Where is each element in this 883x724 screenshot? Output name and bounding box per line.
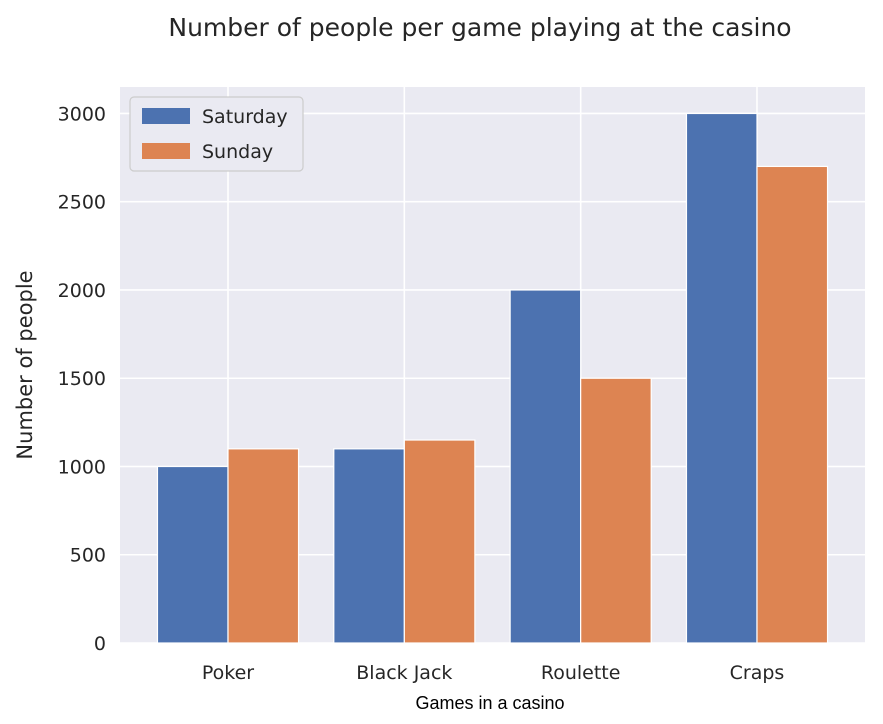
y-tick-label: 2500 [58,192,106,214]
legend-swatch-saturday [142,108,190,124]
y-tick-labels: 0 500 1000 1500 2000 2500 3000 [58,103,106,655]
y-tick-label: 3000 [58,103,106,125]
y-tick-label: 1500 [58,368,106,390]
x-tick-label: Roulette [541,662,621,684]
chart-title: Number of people per game playing at the… [168,13,791,42]
x-axis-label: Games in a casino [415,693,564,713]
bar-sunday-craps [756,165,829,644]
x-tick-label: Poker [202,662,254,684]
legend: Saturday Sunday [129,96,304,172]
legend-swatch-sunday [142,143,190,159]
bar-saturday-roulette [509,289,582,644]
y-tick-label: 0 [94,633,106,655]
x-tick-label: Craps [730,662,785,684]
bar-saturday-black-jack [333,448,405,644]
bar-sunday-black-jack [403,439,476,644]
y-tick-label: 2000 [58,280,106,302]
bar-sunday-roulette [580,377,652,644]
x-tick-labels: Poker Black Jack Roulette Craps [202,662,784,684]
bars [156,112,829,644]
bar-sunday-poker [227,448,300,644]
y-axis-label: Number of people [13,270,37,459]
bar-saturday-poker [156,465,229,644]
bar-saturday-craps [685,112,758,644]
y-tick-label: 1000 [58,456,106,478]
legend-label-saturday: Saturday [202,106,288,128]
y-tick-label: 500 [70,545,106,567]
legend-label-sunday: Sunday [202,141,273,163]
x-tick-label: Black Jack [356,662,452,684]
